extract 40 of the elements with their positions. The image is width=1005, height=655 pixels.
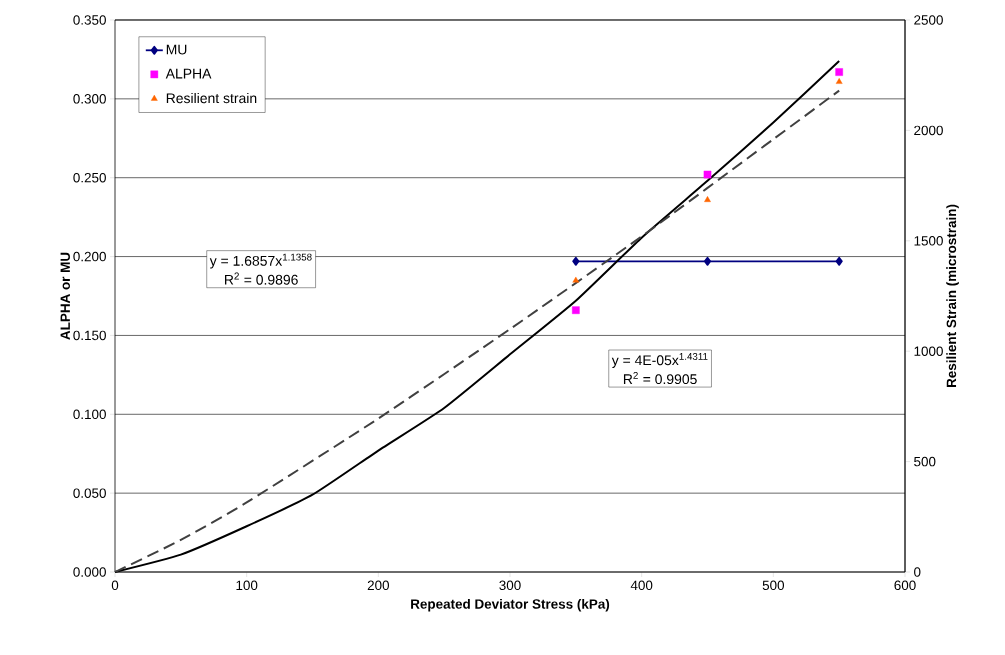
y2-tick-label: 1000	[914, 346, 943, 356]
point	[572, 276, 580, 283]
y2-tick-label: 2500	[914, 15, 943, 25]
point	[703, 170, 712, 179]
point	[703, 256, 712, 266]
x-tick-label: 500	[762, 580, 785, 591]
annotation: R$^{2}$ = 0.9896	[225, 272, 298, 285]
legend-label: MU	[166, 44, 187, 55]
annotation: R$^{2}$ = 0.9905	[623, 371, 697, 385]
y-tick-label: 0.050	[73, 488, 106, 498]
annotation: y = 4E-05x$^{1.4311}$	[611, 353, 708, 368]
point	[572, 256, 580, 266]
y-tick-label: 0.150	[73, 330, 106, 341]
y-tick-label: 0.100	[73, 409, 106, 420]
x-tick-label: 600	[894, 580, 916, 591]
point	[835, 78, 843, 84]
x-axis-title: Repeated Deviator Stress (kPa)	[411, 598, 610, 612]
point	[835, 68, 843, 76]
x-tick-label: 100	[236, 580, 258, 591]
y-tick-label: 0.300	[73, 94, 106, 104]
point	[704, 196, 711, 202]
x-tick-label: 400	[630, 580, 653, 591]
y2-tick-label: 500	[914, 456, 936, 467]
y-tick-label: 0.000	[73, 567, 106, 577]
point	[835, 256, 843, 266]
x-tick-label: 300	[499, 580, 521, 591]
x-tick-label: 0	[111, 580, 119, 591]
y2-tick-label: 2000	[914, 125, 943, 136]
y-tick-label: 0.250	[73, 172, 106, 183]
y2-axis-title: Resilient Strain (microstrain)	[946, 204, 959, 388]
y2-tick-label: 1500	[914, 236, 943, 246]
y2-tick-label: 0	[914, 567, 921, 577]
x-tick-label: 200	[367, 580, 390, 591]
legend-label: ALPHA	[165, 68, 212, 79]
y-tick-label: 0.350	[73, 15, 106, 25]
legend-label: Resilient strain	[166, 92, 257, 104]
annotation: y = 1.6857x$^{1.1358}$	[209, 253, 312, 269]
point	[572, 306, 580, 314]
y-tick-label: 0.200	[73, 251, 106, 262]
y-axis-title: ALPHA or MU	[60, 252, 70, 340]
